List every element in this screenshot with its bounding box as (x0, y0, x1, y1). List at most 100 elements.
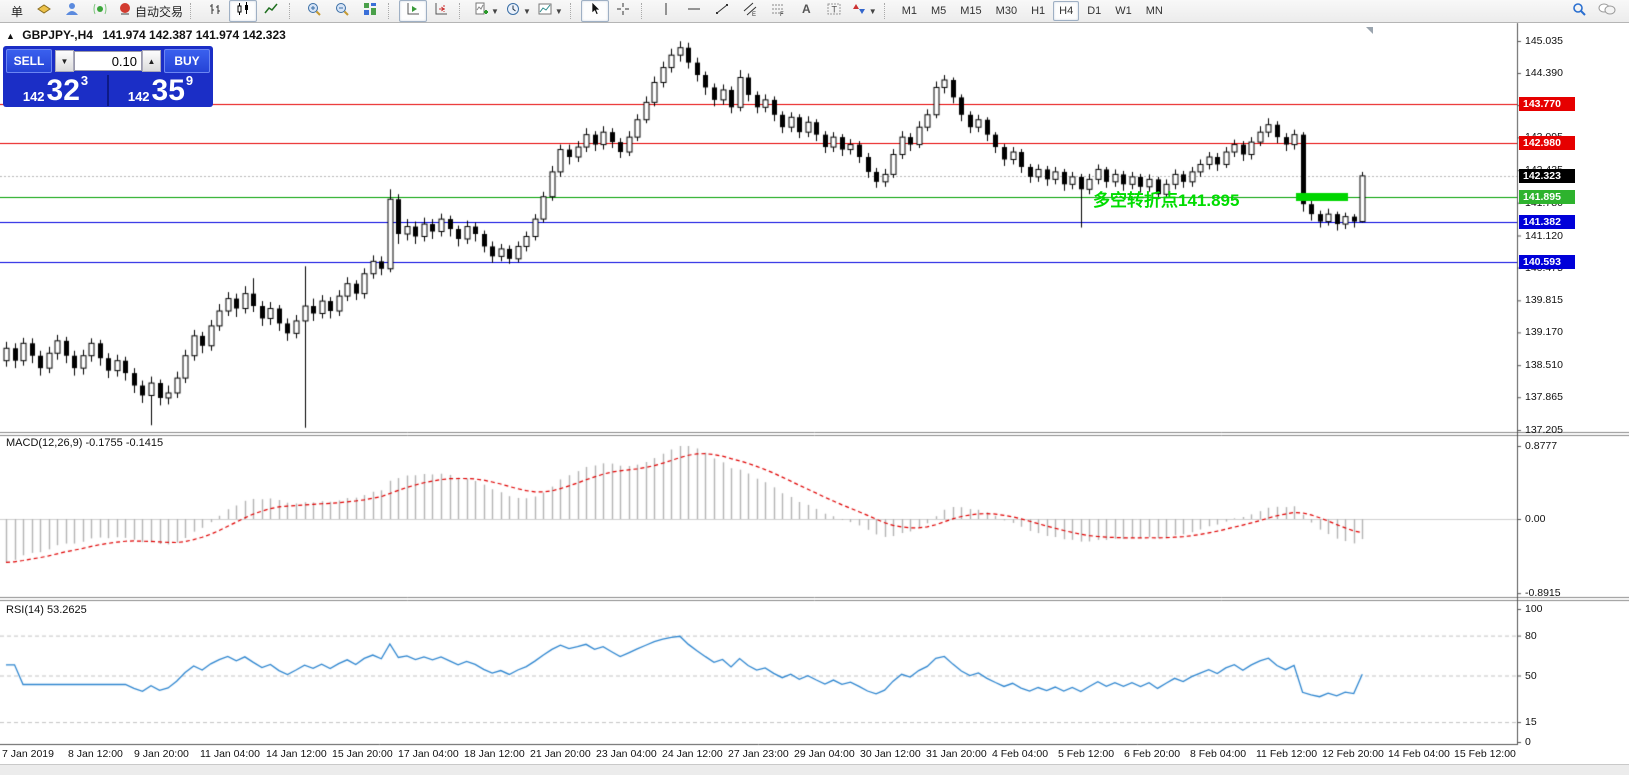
buy-button[interactable]: BUY (164, 49, 210, 73)
toolbar-separator (640, 3, 649, 19)
buy-price-sup: 9 (185, 73, 194, 88)
signals-button[interactable] (86, 0, 114, 22)
time-axis-label: 11 Jan 04:00 (200, 748, 260, 760)
price-badge: 143.770 (1519, 96, 1575, 111)
channel-icon: E (742, 1, 758, 22)
text-label-button[interactable]: T (820, 0, 848, 22)
one-click-trading-panel: SELL ▼ ▲ BUY 142 32 3 142 35 9 (3, 46, 213, 107)
time-axis-label: 7 Jan 2019 (2, 748, 54, 760)
timeframe-m5-button[interactable]: M5 (930, 5, 947, 17)
line-chart-button[interactable] (257, 0, 285, 22)
volume-input[interactable] (74, 51, 142, 71)
toolbar: 单 自动交易 ▼ ▼ ▼ E F A T ▼ M1 M5 M15 M30 H1 H4 D1 W1 MN (0, 0, 1629, 23)
timeframe-d1-button[interactable]: D1 (1087, 5, 1102, 17)
svg-text:F: F (780, 12, 784, 17)
buy-price-prefix: 142 (127, 89, 150, 104)
zoom-out-button[interactable] (328, 0, 356, 22)
price-axis-tick: 137.205 (1525, 424, 1563, 436)
time-axis-label: 18 Jan 12:00 (464, 748, 525, 760)
price-axis-tick: 144.390 (1525, 67, 1563, 80)
cursor-icon (587, 0, 603, 22)
price-badge: 142.980 (1519, 136, 1575, 151)
fibonacci-button[interactable]: F (764, 0, 792, 22)
chevron-down-icon[interactable]: ▼ (491, 6, 499, 16)
buy-price-big: 35 (151, 74, 185, 107)
toolbar-separator (459, 3, 467, 19)
chevron-down-icon[interactable]: ▼ (868, 6, 877, 16)
chart-ohlc-values: 141.974 142.387 141.974 142.323 (102, 28, 286, 42)
time-axis-label: 8 Feb 04:00 (1190, 748, 1247, 760)
chat-button[interactable] (1593, 0, 1621, 22)
timeframe-mn-button[interactable]: MN (1145, 5, 1163, 17)
time-axis-label: 5 Feb 12:00 (1058, 748, 1115, 760)
chevron-down-icon[interactable]: ▼ (554, 6, 563, 16)
chart-symbol: GBPJPY-,H4 (22, 28, 93, 42)
candlestick-chart-button[interactable] (229, 0, 258, 22)
bar-chart-button[interactable] (201, 0, 229, 22)
text-icon: A (798, 1, 814, 22)
horizontal-line-button[interactable] (680, 0, 708, 22)
auto-trading-button[interactable]: 自动交易 (114, 0, 186, 22)
sell-price[interactable]: 142 32 3 (6, 74, 105, 106)
trendline-button[interactable] (708, 0, 736, 22)
text-button[interactable]: A (792, 0, 820, 22)
channel-button[interactable]: E (736, 0, 764, 22)
fibonacci-icon: F (770, 1, 786, 22)
crosshair-button[interactable] (609, 0, 637, 22)
shapes-button[interactable]: ▼ (848, 0, 880, 22)
volume-stepper: ▼ ▲ (55, 50, 161, 72)
zoom-out-icon (334, 1, 350, 22)
rsi-axis-tick: 80 (1525, 629, 1537, 642)
timeframe-h1-button[interactable]: H1 (1031, 5, 1046, 17)
timeframe-m1-button[interactable]: M1 (901, 5, 917, 17)
time-axis-label: 15 Jan 20:00 (332, 748, 393, 760)
time-axis-label: 17 Jan 04:00 (398, 748, 459, 760)
accounts-button[interactable] (30, 0, 58, 22)
templates-button[interactable]: ▼ (534, 0, 566, 22)
toolbar-separator (190, 3, 198, 19)
line-chart-icon (263, 1, 279, 22)
volume-decrease-button[interactable]: ▼ (55, 50, 74, 72)
cursor-button[interactable] (580, 0, 609, 22)
auto-trading-label: 自动交易 (135, 4, 184, 19)
indicators-button[interactable]: ▼ (470, 0, 502, 22)
price-axis-tick: 139.815 (1525, 294, 1563, 307)
new-order-button[interactable]: 单 (2, 0, 30, 22)
auto-scroll-button[interactable] (399, 0, 428, 22)
chevron-down-icon[interactable]: ▼ (522, 6, 531, 16)
vertical-line-icon (658, 1, 674, 22)
periods-button[interactable]: ▼ (502, 0, 534, 22)
macd-axis-tick: 0.00 (1525, 513, 1546, 525)
time-axis-label: 27 Jan 23:00 (728, 748, 789, 760)
text-label-icon: T (826, 1, 842, 22)
accounts-icon (36, 1, 52, 22)
zoom-in-button[interactable] (300, 0, 328, 22)
volume-increase-button[interactable]: ▲ (142, 50, 161, 72)
timeframe-m15-button[interactable]: M15 (960, 5, 982, 17)
scroll-to-end-marker[interactable] (1366, 27, 1373, 34)
timeframe-h4-button[interactable]: H4 (1053, 1, 1080, 21)
toolbar-separator (883, 3, 892, 19)
time-axis-label: 8 Jan 12:00 (68, 748, 123, 760)
time-axis-label: 31 Jan 20:00 (926, 748, 987, 760)
tile-windows-button[interactable] (356, 0, 384, 22)
community-button[interactable] (58, 0, 86, 22)
vertical-line-button[interactable] (652, 0, 680, 22)
timeframe-m30-button[interactable]: M30 (995, 5, 1018, 17)
toolbar-right (1565, 0, 1621, 22)
indicators-icon (473, 1, 489, 22)
chart-shift-button[interactable] (427, 0, 455, 22)
templates-icon (537, 1, 553, 22)
crosshair-icon (615, 1, 631, 22)
auto-scroll-icon (405, 1, 421, 22)
collapse-panel-icon[interactable]: ▲ (6, 31, 15, 41)
rsi-axis-tick: 50 (1525, 669, 1537, 682)
timeframe-w1-button[interactable]: W1 (1115, 5, 1132, 17)
buy-price[interactable]: 142 35 9 (111, 73, 210, 107)
svg-text:A: A (802, 2, 811, 16)
time-axis-label: 15 Feb 12:00 (1454, 748, 1516, 760)
sell-button[interactable]: SELL (6, 49, 52, 73)
search-button[interactable] (1565, 0, 1593, 22)
